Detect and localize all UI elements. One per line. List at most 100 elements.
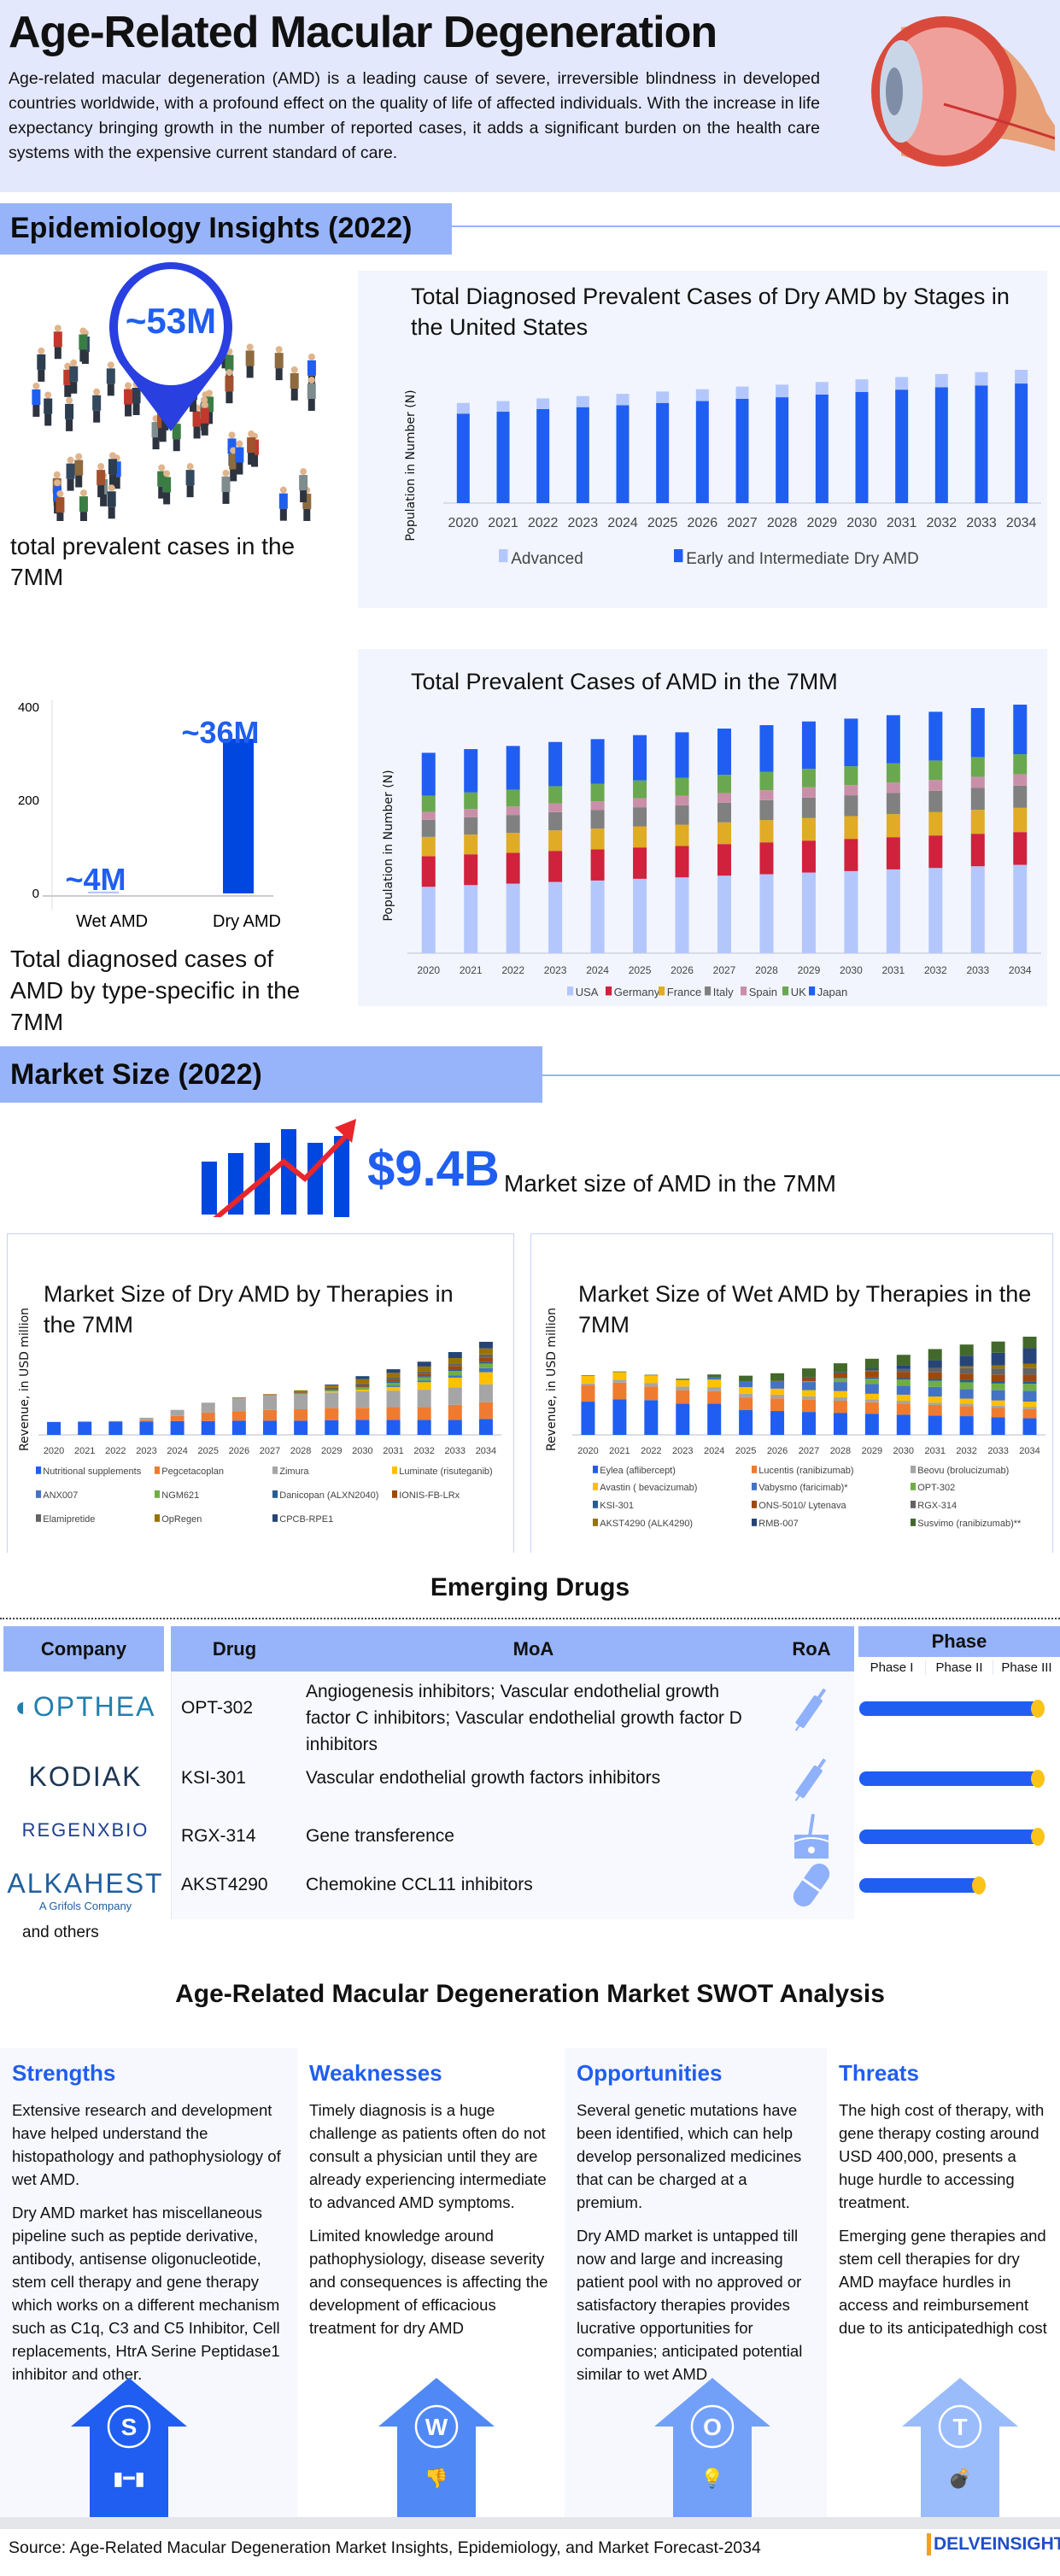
- bar-segment: [928, 1396, 942, 1403]
- bar-segment: [717, 793, 731, 803]
- bar-segment: [506, 833, 520, 853]
- bar-segment: [739, 1409, 753, 1435]
- bar-segment: [959, 1379, 974, 1383]
- bar-segment: [139, 1420, 154, 1422]
- bar-segment: [581, 1385, 595, 1402]
- bar-segment: [896, 1365, 911, 1369]
- legend-swatch: [36, 1490, 42, 1498]
- swot-paragraph: Emerging gene therapies and stem cell th…: [839, 2227, 1047, 2337]
- legend-swatch: [155, 1467, 161, 1474]
- bar-segment: [1022, 1348, 1037, 1364]
- syringe-icon: [786, 1683, 837, 1738]
- bar-segment: [770, 1388, 785, 1395]
- legend-swatch: [606, 986, 612, 996]
- legend-swatch: [272, 1467, 278, 1474]
- bar-segment: [386, 1382, 401, 1386]
- swot-paragraph: Dry AMD market is untapped till now and …: [577, 2227, 803, 2383]
- bar-segment: [991, 1381, 1005, 1384]
- bar-segment: [864, 1393, 879, 1400]
- swot-heading: Age-Related Macular Degeneration Market …: [175, 1980, 885, 2008]
- x-tick-label: 2030: [352, 1446, 372, 1456]
- bar-segment: [739, 1375, 753, 1382]
- bar-segment: [717, 844, 731, 876]
- bar-segment: [717, 775, 731, 793]
- x-tick-label: Dry AMD: [213, 912, 281, 931]
- bar-segment: [612, 1371, 627, 1373]
- bar-segment: [231, 1397, 246, 1398]
- bar-segment: [263, 1395, 277, 1396]
- bar-segment: [421, 819, 436, 837]
- bar-segment: [739, 1381, 753, 1388]
- legend-swatch: [593, 1483, 599, 1490]
- person-legs: [230, 469, 237, 482]
- bar-segment: [448, 1363, 462, 1367]
- company-logo: REGENXBIO: [21, 1819, 149, 1841]
- bar-segment: [448, 1371, 462, 1376]
- bar-segment: [1022, 1407, 1037, 1409]
- emerging-drugs-heading: Emerging Drugs: [430, 1573, 630, 1601]
- legend-label: Vabysmo (faricimab)*: [758, 1483, 848, 1493]
- bar-segment: [506, 746, 520, 790]
- bar-segment: [896, 1355, 911, 1366]
- bar-segment: [928, 1360, 942, 1368]
- bar-segment: [934, 373, 948, 388]
- x-tick-label: 2033: [966, 964, 989, 976]
- person-body: [278, 493, 288, 509]
- x-tick-label: 2030: [893, 1446, 914, 1456]
- bar-segment: [896, 1378, 911, 1380]
- bar-segment: [886, 715, 900, 764]
- bar-segment: [456, 413, 470, 503]
- bar-segment: [759, 820, 774, 843]
- bar-segment: [1022, 1408, 1037, 1419]
- bar-segment: [581, 1383, 595, 1385]
- bar-segment: [1022, 1363, 1037, 1368]
- page-title: Age-Related Macular Degeneration: [9, 8, 717, 57]
- bar-segment: [644, 1375, 659, 1384]
- x-tick-label: 2025: [197, 1446, 218, 1456]
- table-body-background: [171, 1671, 854, 1919]
- company-subtitle: A Grifols Company: [38, 1900, 132, 1912]
- person-legs: [66, 419, 73, 431]
- person-legs: [222, 491, 230, 504]
- person-body: [66, 463, 75, 479]
- person-legs: [108, 506, 115, 519]
- swot-arrow-o: O 💡: [654, 2378, 770, 2517]
- bar-segment: [801, 872, 816, 953]
- bar-segment: [896, 1394, 911, 1402]
- person-head: [125, 382, 132, 389]
- bar-segment: [759, 842, 774, 875]
- bar-segment: [294, 1409, 308, 1421]
- bar-segment: [707, 1374, 722, 1378]
- bar-segment: [802, 1381, 816, 1383]
- person-head: [246, 343, 254, 351]
- bar-segment: [676, 1386, 690, 1390]
- bar-segment: [770, 1381, 785, 1389]
- person-head: [54, 325, 61, 332]
- bar-segment: [294, 1393, 308, 1395]
- person-body: [172, 424, 181, 440]
- person-body: [192, 411, 202, 427]
- person-body: [65, 403, 74, 419]
- bar-segment: [970, 810, 985, 834]
- x-tick-label: 2024: [167, 1446, 187, 1456]
- bar-segment: [47, 1421, 61, 1435]
- bar-segment: [815, 382, 829, 395]
- person-legs: [275, 368, 283, 381]
- bar-segment: [231, 1397, 246, 1412]
- x-tick-label: 2022: [528, 516, 559, 530]
- legend-label: Luminate (risuteganib): [399, 1467, 492, 1477]
- data-label: ~4M: [65, 862, 126, 897]
- x-tick-label: Wet AMD: [76, 912, 148, 931]
- x-tick-label: 2020: [44, 1446, 64, 1456]
- x-tick-label: 2028: [767, 516, 798, 530]
- x-tick-label: 2030: [846, 516, 877, 530]
- bar-segment: [421, 811, 436, 820]
- person-legs: [161, 418, 169, 430]
- brand-name: DELVEINSIGHT: [934, 2534, 1060, 2554]
- phase-3-label: Phase III: [993, 1660, 1060, 1675]
- legend-swatch: [392, 1490, 398, 1498]
- phase-marker: [1031, 1700, 1045, 1718]
- person-legs: [290, 388, 298, 401]
- phase-progress-bar: [859, 1771, 1036, 1786]
- bar-segment: [644, 1400, 659, 1435]
